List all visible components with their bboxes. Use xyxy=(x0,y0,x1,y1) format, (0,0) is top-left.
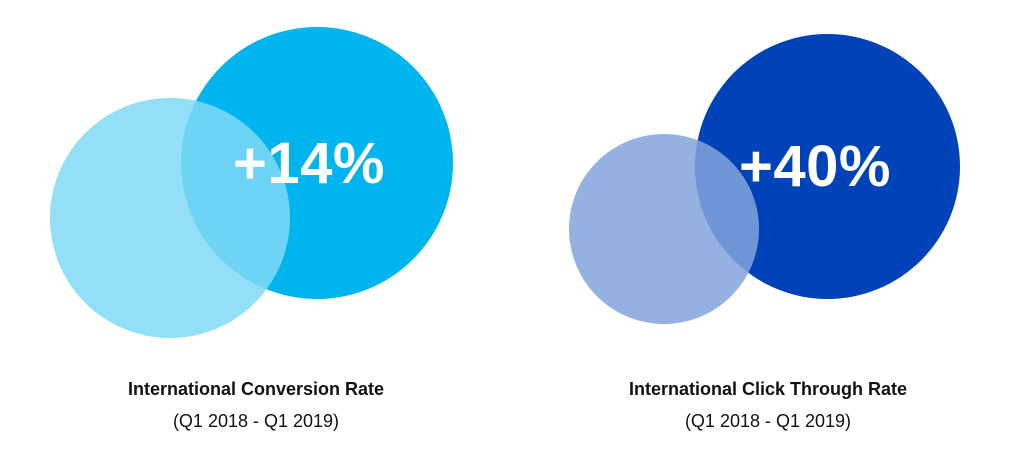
click-through-rate-value: +40% xyxy=(739,134,891,199)
click-through-rate-metric: +40% International Click Through Rate (Q… xyxy=(512,0,1024,464)
conversion-rate-period: (Q1 2018 - Q1 2019) xyxy=(172,411,340,431)
conversion-rate-value: +14% xyxy=(233,131,385,196)
click-through-rate-period: (Q1 2018 - Q1 2019) xyxy=(684,411,852,431)
small-circle xyxy=(50,98,290,338)
conversion-rate-title: International Conversion Rate xyxy=(127,379,385,399)
conversion-rate-metric: +14% International Conversion Rate (Q1 2… xyxy=(50,27,453,431)
small-circle xyxy=(569,134,759,324)
click-through-rate-title: International Click Through Rate xyxy=(628,379,908,399)
